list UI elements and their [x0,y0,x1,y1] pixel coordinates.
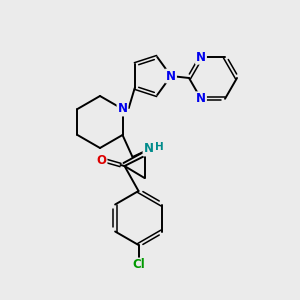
Text: N: N [166,70,176,83]
Text: N: N [118,103,128,116]
Text: O: O [97,154,106,167]
Text: N: N [143,142,154,155]
Text: Cl: Cl [132,259,145,272]
Text: N: N [196,51,206,64]
Text: N: N [196,92,206,105]
Text: H: H [155,142,164,152]
